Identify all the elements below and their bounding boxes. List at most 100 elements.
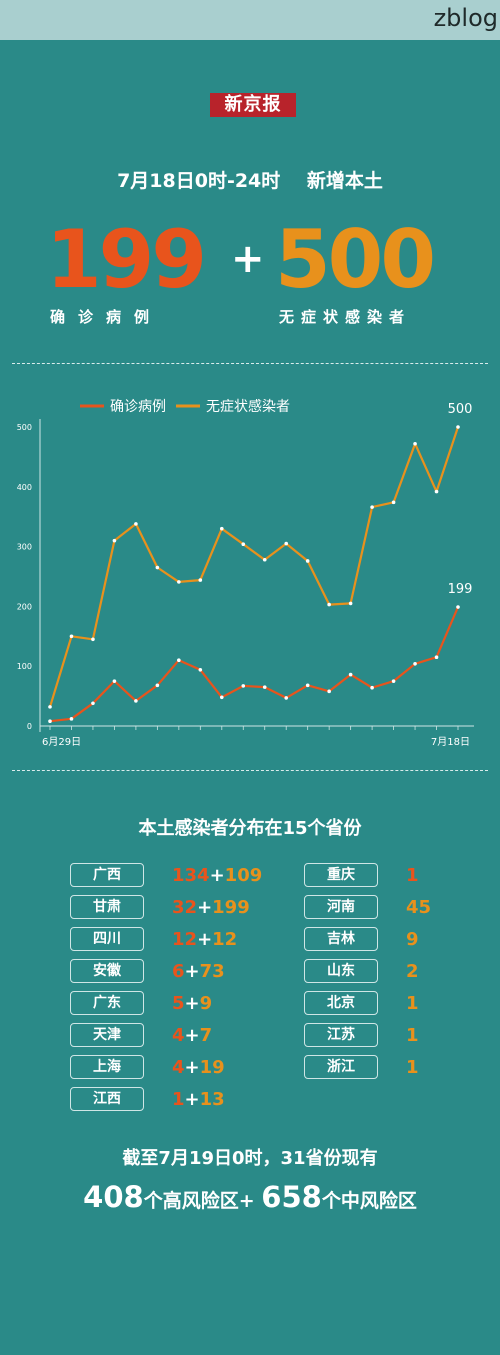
plus-sign: +: [209, 865, 225, 886]
data-point-1-8: [219, 526, 224, 531]
logo: 新京报: [210, 93, 296, 117]
province-counts: 134+109: [172, 863, 262, 889]
data-point-1-19: [456, 425, 460, 429]
line-chart: 确诊病例 无症状感染者 0 100 200 300 400 500 6月29日 7月18日 19…: [17, 398, 474, 748]
data-point-1-16: [391, 500, 396, 505]
asymptomatic-count: 1: [406, 1057, 419, 1078]
data-point-0-12: [305, 683, 310, 688]
data-point-1-18: [434, 489, 439, 494]
end-value-label-1: 500: [448, 402, 473, 417]
plus-sign: +: [197, 897, 213, 918]
risk-summary-line2: 408个高风险区+ 658个中风险区: [0, 1180, 500, 1214]
province-name: 广西: [70, 863, 144, 887]
data-point-1-6: [177, 580, 181, 584]
data-point-0-16: [391, 679, 396, 683]
plus-sign: +: [197, 929, 213, 950]
data-point-0-5: [155, 683, 160, 688]
legend-label-1: 无症状感染者: [206, 398, 290, 415]
y-tick-label: 0: [27, 722, 32, 731]
province-counts: 1: [406, 863, 419, 889]
data-point-0-9: [241, 684, 246, 688]
province-name: 北京: [304, 991, 378, 1015]
confirmed-count: 6: [172, 961, 185, 982]
province-name: 河南: [304, 895, 378, 919]
confirmed-count: 32: [172, 897, 198, 918]
top-bar: zblog: [0, 0, 500, 40]
high-risk-count: 408: [83, 1180, 144, 1214]
divider-bottom: [12, 770, 488, 771]
data-point-0-11: [284, 696, 289, 700]
asymptomatic-count: 9: [406, 929, 419, 950]
data-point-0-4: [134, 699, 138, 703]
asymptomatic-count: 2: [406, 961, 419, 982]
plus-sign: +: [184, 993, 200, 1014]
province-name: 四川: [70, 927, 144, 951]
data-point-0-15: [370, 685, 374, 690]
confirmed-count: 12: [172, 929, 198, 950]
data-point-1-0: [48, 705, 52, 709]
confirmed-count: 1: [406, 865, 419, 886]
province-counts: 1+13: [172, 1087, 225, 1113]
data-point-1-14: [348, 601, 353, 606]
data-point-0-6: [177, 658, 181, 663]
y-tick-label: 300: [17, 543, 32, 552]
confirmed-count: 134: [172, 865, 210, 886]
distribution-title: 本土感染者分布在15个省份: [138, 818, 362, 839]
data-point-0-7: [198, 667, 203, 672]
asymptomatic-count: 109: [224, 865, 263, 886]
province-name: 江苏: [304, 1023, 378, 1047]
asymptomatic-count: 9: [199, 993, 213, 1014]
time-range: 7月18日0时-24时: [117, 170, 281, 192]
data-point-1-17: [413, 441, 417, 446]
chart-points: [48, 425, 460, 724]
watermark: zblog: [433, 4, 498, 32]
province-counts: 4+7: [172, 1023, 212, 1049]
province-counts: 2: [406, 959, 419, 985]
data-point-1-3: [112, 538, 117, 543]
data-point-0-0: [48, 719, 52, 724]
y-tick-label: 500: [17, 423, 32, 432]
headline: 7月18日0时-24时 新增本土: [0, 166, 500, 193]
plus-sign: +: [184, 1025, 200, 1046]
high-risk-label: 个高风险区+: [143, 1190, 262, 1212]
confirmed-count: 5: [172, 993, 185, 1014]
asymptomatic-count: 1: [406, 1025, 419, 1046]
x-tick-label-end: 7月18日: [431, 736, 470, 748]
y-tick-label: 200: [17, 602, 32, 611]
province-counts: 1: [406, 1023, 419, 1049]
confirmed-count: 4: [172, 1057, 185, 1078]
headline-subject: 新增本土: [306, 170, 383, 192]
series-line-1: [48, 426, 460, 708]
data-point-0-17: [413, 662, 417, 666]
data-point-0-18: [434, 655, 439, 660]
data-point-1-5: [155, 565, 160, 570]
data-point-0-3: [112, 679, 117, 683]
mid-risk-label: 个中风险区: [321, 1190, 417, 1212]
series-line-0: [49, 606, 460, 723]
data-point-0-8: [219, 695, 224, 700]
data-point-1-13: [327, 602, 331, 607]
data-point-0-1: [69, 717, 74, 721]
data-point-1-10: [262, 557, 267, 562]
province-name: 天津: [70, 1023, 144, 1047]
data-point-1-7: [198, 578, 203, 582]
end-value-label-0: 199: [448, 582, 473, 597]
asymptomatic-count: 1: [406, 993, 419, 1014]
plus-sign: +: [184, 1057, 200, 1078]
data-point-0-2: [91, 701, 95, 706]
asymptomatic-total: 500: [275, 213, 436, 306]
confirmed-count: 4: [172, 1025, 185, 1046]
asymptomatic-count: 19: [199, 1057, 225, 1078]
province-counts: 45: [406, 895, 431, 921]
confirmed-total: 199: [46, 213, 207, 306]
province-counts: 1: [406, 1055, 419, 1081]
province-counts: 1: [406, 991, 419, 1017]
chart-lines: [48, 426, 460, 723]
asymptomatic-count: 199: [212, 897, 250, 918]
asymptomatic-count: 12: [212, 929, 238, 950]
asymptomatic-count: 7: [199, 1025, 213, 1046]
data-point-1-1: [69, 634, 74, 639]
y-tick-label: 400: [17, 483, 32, 492]
province-name: 吉林: [304, 927, 378, 951]
province-counts: 6+73: [172, 959, 225, 985]
